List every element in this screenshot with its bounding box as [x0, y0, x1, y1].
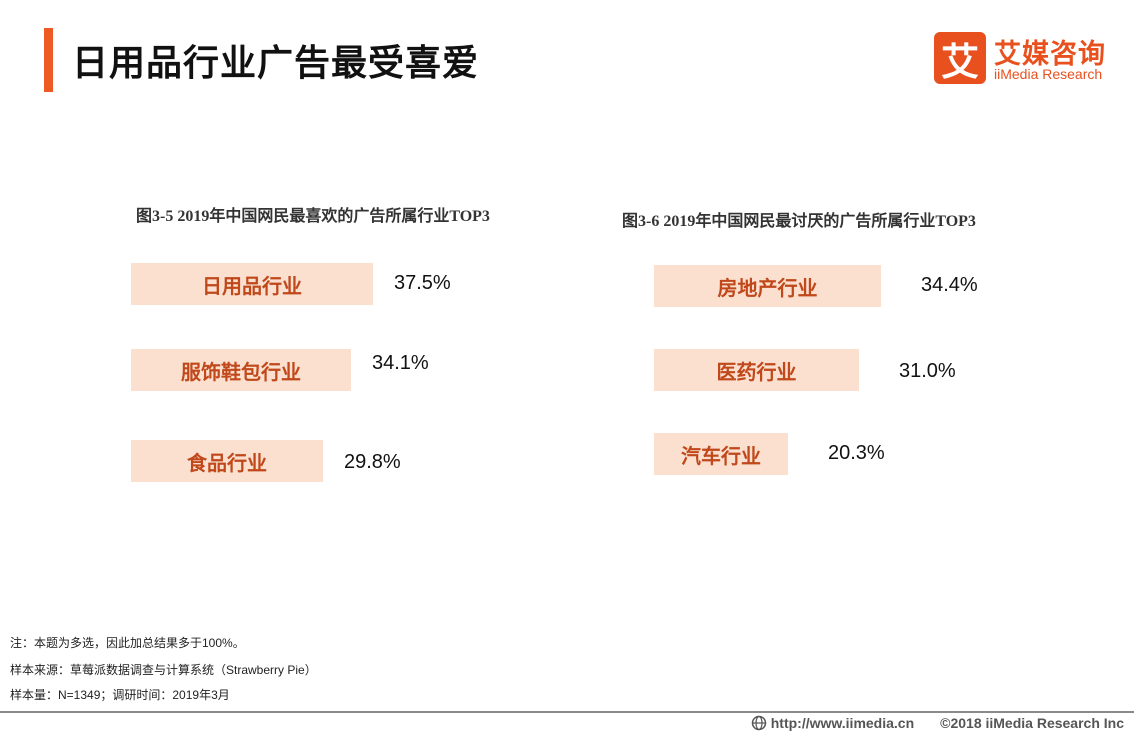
bar: 汽车行业 — [654, 433, 788, 475]
globe-icon — [751, 715, 767, 731]
bar-category-label: 房地产行业 — [718, 272, 818, 301]
title-accent-bar — [44, 28, 53, 92]
bar-value-label: 34.1% — [372, 352, 429, 375]
bar-category-label: 日用品行业 — [202, 270, 302, 299]
chart-title: 图3-5 2019年中国网民最喜欢的广告所属行业TOP3 — [136, 202, 490, 226]
page-title: 日用品行业广告最受喜爱 — [72, 34, 479, 86]
bar-value-label: 37.5% — [394, 272, 451, 295]
footer: http://www.iimedia.cn ©2018 iiMedia Rese… — [751, 713, 1124, 733]
bar-category-label: 服饰鞋包行业 — [181, 356, 301, 385]
bar-value-label: 34.4% — [921, 274, 978, 297]
logo-name-en: iiMedia Research — [994, 66, 1102, 82]
bar: 日用品行业 — [131, 263, 373, 305]
bar: 房地产行业 — [654, 265, 881, 307]
bar-value-label: 29.8% — [344, 451, 401, 474]
note-sample-source: 样本来源：草莓派数据调查与计算系统（Strawberry Pie） — [10, 661, 317, 678]
note-sample-size: 样本量：N=1349；调研时间：2019年3月 — [10, 686, 230, 703]
chart-title: 图3-6 2019年中国网民最讨厌的广告所属行业TOP3 — [622, 207, 976, 231]
footer-copyright: ©2018 iiMedia Research Inc — [940, 715, 1124, 731]
bar: 食品行业 — [131, 440, 323, 482]
footer-url-group: http://www.iimedia.cn — [751, 715, 914, 731]
bar-category-label: 汽车行业 — [681, 440, 761, 469]
bar: 医药行业 — [654, 349, 859, 391]
logo-mark-icon: 艾 — [934, 32, 986, 84]
bar-category-label: 食品行业 — [187, 447, 267, 476]
bar-category-label: 医药行业 — [717, 356, 797, 385]
logo: 艾 艾媒咨询 iiMedia Research — [934, 32, 1114, 88]
note-multi-select: 注：本题为多选，因此加总结果多于100%。 — [10, 634, 245, 651]
bar-value-label: 31.0% — [899, 360, 956, 383]
bar-value-label: 20.3% — [828, 442, 885, 465]
bar: 服饰鞋包行业 — [131, 349, 351, 391]
footer-url[interactable]: http://www.iimedia.cn — [771, 715, 914, 731]
